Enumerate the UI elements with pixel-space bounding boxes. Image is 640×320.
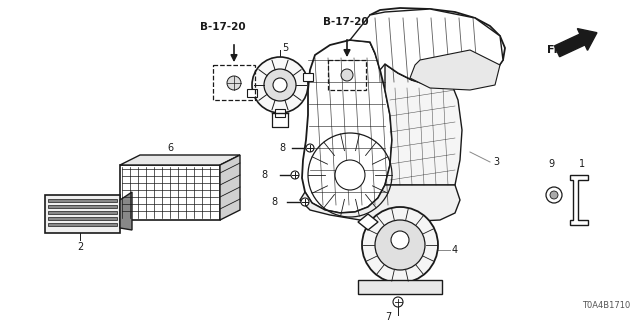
Circle shape	[391, 231, 409, 249]
Polygon shape	[120, 192, 132, 230]
FancyBboxPatch shape	[45, 195, 120, 233]
FancyBboxPatch shape	[48, 205, 117, 208]
Circle shape	[306, 144, 314, 152]
Circle shape	[252, 57, 308, 113]
Circle shape	[393, 297, 403, 307]
Polygon shape	[300, 185, 460, 222]
Text: B-17-20: B-17-20	[382, 217, 428, 227]
Circle shape	[264, 69, 296, 101]
Text: Fr.: Fr.	[547, 45, 562, 55]
Circle shape	[550, 191, 558, 199]
FancyBboxPatch shape	[48, 211, 117, 214]
Text: T0A4B1710: T0A4B1710	[582, 301, 630, 310]
Text: 4: 4	[452, 245, 458, 255]
Text: 3: 3	[493, 157, 499, 167]
Polygon shape	[385, 64, 462, 185]
Text: 5: 5	[282, 43, 288, 53]
FancyBboxPatch shape	[48, 217, 117, 220]
Circle shape	[341, 69, 353, 81]
FancyBboxPatch shape	[358, 280, 442, 294]
FancyBboxPatch shape	[48, 223, 117, 226]
Text: 2: 2	[77, 242, 83, 252]
FancyBboxPatch shape	[48, 199, 117, 202]
Circle shape	[546, 187, 562, 203]
Text: 8: 8	[262, 170, 268, 180]
Circle shape	[273, 78, 287, 92]
Polygon shape	[570, 175, 588, 225]
Text: B-17-20: B-17-20	[200, 22, 246, 32]
FancyBboxPatch shape	[275, 109, 285, 117]
Circle shape	[362, 207, 438, 283]
Polygon shape	[410, 50, 500, 90]
Text: 6: 6	[167, 143, 173, 153]
Text: 7: 7	[385, 312, 391, 320]
Text: 1: 1	[579, 159, 585, 169]
Polygon shape	[350, 9, 503, 85]
Text: B-17-20: B-17-20	[323, 17, 369, 27]
Text: 8: 8	[279, 143, 285, 153]
FancyBboxPatch shape	[303, 73, 313, 81]
Circle shape	[301, 198, 309, 206]
Polygon shape	[220, 155, 240, 220]
Polygon shape	[358, 214, 378, 230]
Polygon shape	[302, 40, 392, 213]
Circle shape	[227, 76, 241, 90]
Polygon shape	[554, 28, 597, 57]
Text: 9: 9	[548, 159, 554, 169]
Polygon shape	[120, 155, 240, 165]
FancyBboxPatch shape	[120, 165, 220, 220]
FancyBboxPatch shape	[247, 89, 257, 97]
Text: 8: 8	[272, 197, 278, 207]
Circle shape	[291, 171, 299, 179]
Circle shape	[335, 160, 365, 190]
Circle shape	[375, 220, 425, 270]
